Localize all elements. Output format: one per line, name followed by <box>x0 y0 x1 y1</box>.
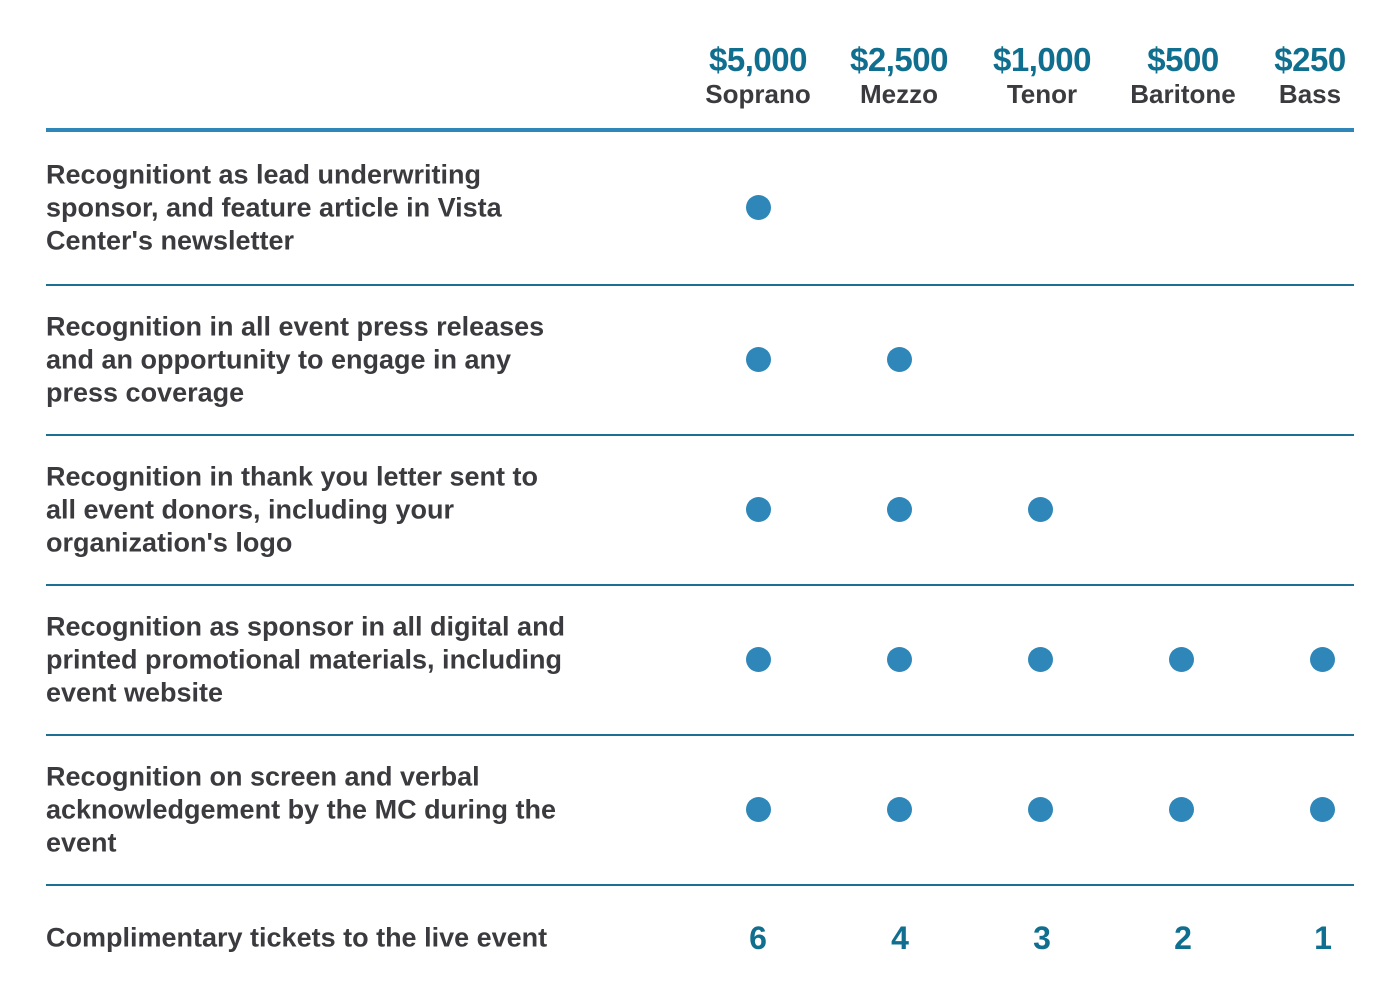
tier-price: $500 <box>1147 41 1219 78</box>
included-dot <box>746 347 771 372</box>
header-divider <box>46 128 1354 132</box>
included-dot <box>1028 647 1053 672</box>
row-divider <box>46 284 1354 286</box>
tier-mezzo: $2,500 Mezzo <box>824 38 974 110</box>
included-dot <box>887 347 912 372</box>
tier-price: $5,000 <box>709 41 807 78</box>
included-dot <box>887 497 912 522</box>
row-divider <box>46 884 1354 886</box>
included-dot <box>746 195 771 220</box>
tickets-row: Complimentary tickets to the live event … <box>46 886 1354 990</box>
ticket-count: 3 <box>1033 920 1051 956</box>
benefit-row: Recognitiont as lead underwriting sponso… <box>46 132 1354 284</box>
benefit-row: Recognition as sponsor in all digital an… <box>46 586 1354 734</box>
benefit-label: Recognition on screen and verbal acknowl… <box>46 761 557 858</box>
included-dot <box>746 797 771 822</box>
tier-baritone: $500 Baritone <box>1108 38 1258 110</box>
tier-name: Tenor <box>1006 79 1078 109</box>
tier-header: $5,000 Soprano $2,500 Mezzo $1,000 Tenor… <box>0 0 1400 130</box>
ticket-count: 1 <box>1314 920 1332 956</box>
ticket-count: 6 <box>749 920 767 956</box>
included-dot <box>1028 497 1053 522</box>
tier-name: Soprano <box>705 79 811 109</box>
tier-price: $2,500 <box>850 41 948 78</box>
tier-name: Mezzo <box>860 79 938 109</box>
row-divider <box>46 434 1354 436</box>
included-dot <box>887 797 912 822</box>
included-dot <box>1310 797 1335 822</box>
benefit-label: Recognition as sponsor in all digital an… <box>46 611 566 708</box>
benefit-label: Recognition in all event press releases … <box>46 311 545 408</box>
tier-soprano: $5,000 Soprano <box>683 38 833 110</box>
benefit-label: Recognitiont as lead underwriting sponso… <box>46 159 502 256</box>
tier-name: Baritone <box>1130 79 1236 109</box>
included-dot <box>1169 797 1194 822</box>
benefit-row: Recognition in all event press releases … <box>46 286 1354 434</box>
included-dot <box>1310 647 1335 672</box>
row-divider <box>46 734 1354 736</box>
included-dot <box>1028 797 1053 822</box>
included-dot <box>887 647 912 672</box>
tier-tenor: $1,000 Tenor <box>967 38 1117 110</box>
benefit-label: Recognition in thank you letter sent to … <box>46 461 539 558</box>
benefit-row: Recognition in thank you letter sent to … <box>46 436 1354 584</box>
ticket-count: 2 <box>1174 920 1192 956</box>
row-divider <box>46 584 1354 586</box>
tier-price: $250 <box>1274 41 1346 78</box>
included-dot <box>746 497 771 522</box>
tickets-label: Complimentary tickets to the live event <box>46 922 548 953</box>
tier-price: $1,000 <box>993 41 1091 78</box>
tier-name: Bass <box>1278 79 1342 109</box>
included-dot <box>746 647 771 672</box>
tier-bass: $250 Bass <box>1235 38 1385 110</box>
included-dot <box>1169 647 1194 672</box>
benefit-row: Recognition on screen and verbal acknowl… <box>46 736 1354 884</box>
ticket-count: 4 <box>891 920 909 956</box>
